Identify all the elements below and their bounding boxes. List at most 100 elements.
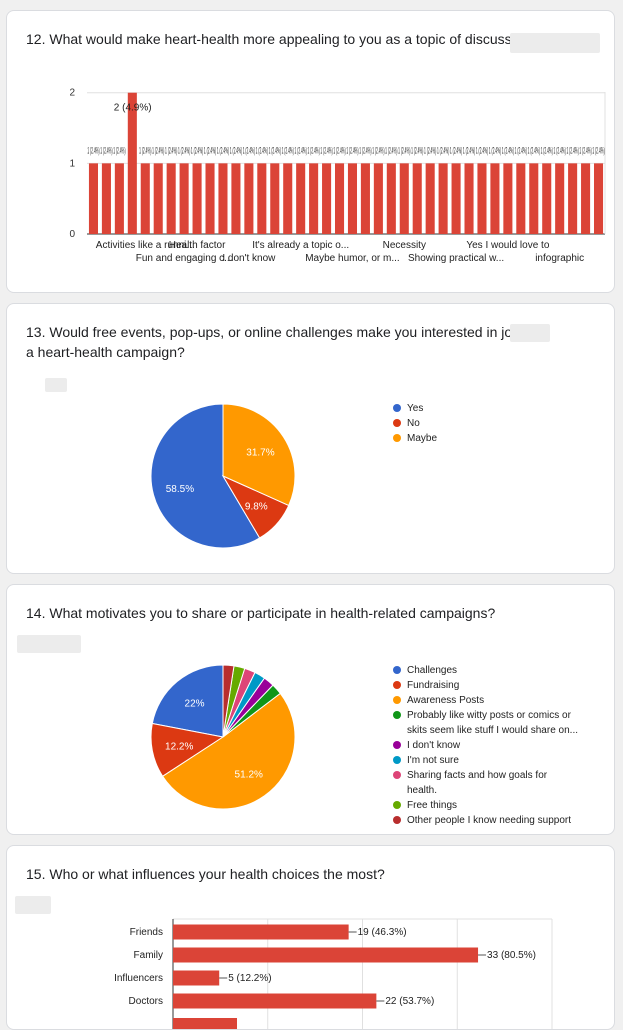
data-label: 1 (2.4%) bbox=[230, 145, 242, 155]
data-label: 1 (2.4%) bbox=[320, 145, 332, 155]
data-label: 1 (2.4%) bbox=[385, 145, 397, 155]
category-label: Doctors bbox=[129, 996, 163, 1007]
data-label: 1 (2.4%) bbox=[256, 145, 268, 155]
bar bbox=[334, 163, 345, 234]
data-label: 1 (2.4%) bbox=[243, 145, 255, 155]
legend-item: No bbox=[393, 416, 437, 431]
bar bbox=[309, 163, 319, 234]
legend-swatch bbox=[393, 666, 401, 674]
data-label: 1 (2.4%) bbox=[152, 145, 164, 155]
y-tick-label: 2 bbox=[69, 88, 75, 99]
bar bbox=[464, 163, 474, 234]
bar bbox=[347, 163, 358, 234]
category-label: Family bbox=[134, 950, 163, 961]
question-title: 13. Would free events, pop-ups, or onlin… bbox=[26, 324, 542, 360]
data-label: 1 (2.4%) bbox=[579, 145, 591, 155]
data-label: 1 (2.4%) bbox=[333, 145, 345, 155]
bar bbox=[386, 163, 396, 234]
x-tick-label: Yes I would love to bbox=[466, 240, 549, 251]
legend-swatch bbox=[393, 434, 401, 442]
data-label: 1 (2.4%) bbox=[528, 145, 540, 155]
legend-item: Free things bbox=[393, 798, 578, 813]
bar bbox=[257, 163, 267, 234]
category-label: Influencers bbox=[114, 973, 163, 984]
data-label: 2 (4.9%) bbox=[114, 103, 152, 114]
data-label: 1 (2.4%) bbox=[295, 145, 307, 155]
bar bbox=[438, 163, 448, 234]
slice-label: 31.7% bbox=[246, 448, 274, 459]
legend-item: Awareness Posts bbox=[393, 693, 578, 708]
bar bbox=[153, 163, 163, 234]
legend-item: Probably like witty posts or comics or s… bbox=[393, 708, 578, 738]
category-label: Friends bbox=[130, 927, 163, 938]
legend-swatch bbox=[393, 771, 401, 779]
bar bbox=[529, 163, 539, 234]
data-label: 1 (2.4%) bbox=[489, 145, 501, 155]
y-tick-label: 0 bbox=[69, 229, 75, 240]
bar bbox=[101, 163, 111, 234]
data-label: 1 (2.4%) bbox=[87, 145, 99, 155]
data-label: 1 (2.4%) bbox=[269, 145, 281, 155]
question-card-14: 14. What motivates you to share or parti… bbox=[6, 584, 615, 835]
data-label: 1 (2.4%) bbox=[346, 145, 358, 155]
data-label: 1 (2.4%) bbox=[282, 145, 294, 155]
legend-label: Challenges bbox=[407, 665, 458, 676]
bar bbox=[192, 163, 202, 234]
pie-slice bbox=[222, 664, 235, 738]
y-tick-label: 1 bbox=[69, 158, 75, 169]
legend-label: Fundraising bbox=[407, 680, 460, 691]
bar bbox=[542, 163, 552, 234]
bar bbox=[173, 970, 220, 986]
bar bbox=[179, 163, 189, 234]
question-title: 15. Who or what influences your health c… bbox=[26, 866, 385, 882]
bar bbox=[173, 1018, 237, 1029]
legend-label: No bbox=[407, 418, 420, 429]
data-label: 1 (2.4%) bbox=[437, 145, 449, 155]
bar bbox=[173, 924, 349, 940]
slice-label: 22% bbox=[185, 699, 205, 710]
x-tick-label: Activities like a runni... bbox=[96, 240, 195, 251]
legend-swatch bbox=[393, 756, 401, 764]
bar bbox=[173, 993, 377, 1009]
data-label: 1 (2.4%) bbox=[502, 145, 514, 155]
data-label: 1 (2.4%) bbox=[113, 145, 125, 155]
data-label: 33 (80.5%) bbox=[487, 950, 536, 961]
legend-swatch bbox=[393, 681, 401, 689]
bar bbox=[360, 163, 370, 234]
bar bbox=[399, 163, 409, 234]
data-label: 1 (2.4%) bbox=[139, 145, 151, 155]
data-label: 1 (2.4%) bbox=[100, 145, 112, 155]
legend: Yes No Maybe bbox=[393, 401, 437, 446]
bar bbox=[231, 163, 241, 234]
x-tick-label: Maybe humor, or m... bbox=[305, 253, 399, 264]
bar bbox=[173, 947, 479, 963]
question-card-15: 15. Who or what influences your health c… bbox=[6, 845, 615, 1030]
legend-label: I don't know bbox=[407, 740, 461, 751]
data-label: 1 (2.4%) bbox=[178, 145, 190, 155]
data-label: 5 (12.2%) bbox=[228, 973, 271, 984]
legend: Challenges Fundraising Awareness Posts Prob… bbox=[393, 663, 578, 828]
bar bbox=[451, 163, 461, 234]
legend-swatch bbox=[393, 696, 401, 704]
bar bbox=[166, 163, 176, 234]
legend-label: Free things bbox=[407, 800, 458, 811]
legend-item: Yes bbox=[393, 401, 437, 416]
legend-item: Sharing facts and how goals for health. bbox=[393, 768, 578, 798]
data-label: 1 (2.4%) bbox=[554, 145, 566, 155]
data-label: 1 (2.4%) bbox=[398, 145, 410, 155]
pie-slice bbox=[222, 403, 296, 507]
bar bbox=[296, 163, 306, 234]
legend-item: Other people I know needing support bbox=[393, 813, 578, 828]
bar bbox=[425, 163, 435, 234]
bar bbox=[218, 163, 228, 234]
bar bbox=[503, 163, 513, 234]
pie-slice bbox=[150, 403, 261, 549]
data-label: 22 (53.7%) bbox=[385, 996, 434, 1007]
bar bbox=[114, 163, 124, 234]
bar bbox=[373, 163, 383, 234]
legend-swatch bbox=[393, 741, 401, 749]
bar bbox=[322, 163, 332, 234]
data-label: 1 (2.4%) bbox=[424, 145, 436, 155]
pie-slice bbox=[161, 692, 296, 810]
